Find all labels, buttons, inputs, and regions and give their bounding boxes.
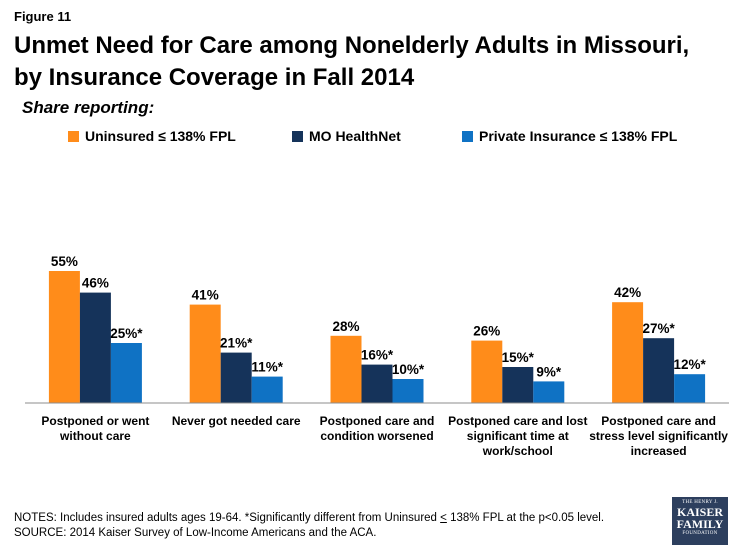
notes: NOTES: Includes insured adults ages 19-6… xyxy=(14,511,604,541)
category-label-4-line-1: Postponed care and lost xyxy=(448,414,587,428)
bar-3-1 xyxy=(110,343,142,403)
figure-label: Figure 11 xyxy=(14,9,72,24)
category-label-4-line-3: work/school xyxy=(482,444,553,458)
data-label-1-1: 55% xyxy=(51,254,78,269)
bar-2-5 xyxy=(643,338,675,403)
data-label-2-1: 46% xyxy=(82,276,109,291)
data-label-1-4: 26% xyxy=(473,324,500,339)
bar-2-2 xyxy=(220,352,252,403)
category-label-5-line-2: stress level significantly xyxy=(589,429,728,443)
bar-1-4 xyxy=(471,340,503,403)
category-label-1-line-2: without care xyxy=(59,429,131,443)
notes-line-1: NOTES: Includes insured adults ages 19-6… xyxy=(14,512,605,524)
chart-title: Unmet Need for Care among Nonelderly Adu… xyxy=(14,32,690,91)
legend-swatch-mo-healthnet xyxy=(292,130,303,142)
legend-swatch-private xyxy=(462,130,473,142)
data-label-3-3: 10%* xyxy=(392,362,425,377)
bar-1-2 xyxy=(189,304,221,403)
source-line: SOURCE: 2014 Kaiser Survey of Low-Income… xyxy=(14,527,377,539)
category-label-3-line-1: Postponed care and xyxy=(320,414,435,428)
category-label-3-line-2: condition worsened xyxy=(320,429,433,443)
data-label-2-2: 21%* xyxy=(220,336,253,351)
bar-2-3 xyxy=(361,364,393,403)
data-label-1-3: 28% xyxy=(332,319,359,334)
bar-1-5 xyxy=(612,302,644,403)
category-label-5-line-1: Postponed care and xyxy=(601,414,716,428)
category-label-4-line-2: significant time at xyxy=(467,429,569,443)
data-label-2-4: 15%* xyxy=(502,350,535,365)
legend-item-mo-healthnet: MO HealthNet xyxy=(292,128,401,144)
legend-item-private: Private Insurance ≤ 138% FPL xyxy=(462,128,677,144)
category-label-5-line-3: increased xyxy=(631,444,687,458)
legend-label-uninsured: Uninsured ≤ 138% FPL xyxy=(85,128,236,144)
kff-logo: THE HENRY J. KAISER FAMILY FOUNDATION xyxy=(672,497,728,545)
category-label-2-line-1: Never got needed care xyxy=(172,414,301,428)
category-label-1-line-1: Postponed or went xyxy=(41,414,149,428)
legend-label-private: Private Insurance ≤ 138% FPL xyxy=(479,128,678,144)
bar-3-3 xyxy=(392,379,424,403)
bar-3-2 xyxy=(251,376,283,403)
bar-2-4 xyxy=(502,367,534,403)
legend: Uninsured ≤ 138% FPL MO HealthNet Privat… xyxy=(0,128,735,148)
data-label-3-2: 11%* xyxy=(251,360,283,375)
legend-swatch-uninsured xyxy=(68,130,79,142)
data-label-3-4: 9%* xyxy=(536,364,562,379)
data-label-2-3: 16%* xyxy=(361,348,394,363)
data-label-3-5: 12%* xyxy=(673,357,706,372)
data-label-2-5: 27%* xyxy=(642,321,675,336)
data-label-1-2: 41% xyxy=(192,288,219,303)
data-label-1-5: 42% xyxy=(614,285,641,300)
bar-2-1 xyxy=(79,292,111,403)
bar-1-1 xyxy=(48,271,80,403)
legend-item-uninsured: Uninsured ≤ 138% FPL xyxy=(68,128,236,144)
bar-3-4 xyxy=(533,381,565,403)
bar-1-3 xyxy=(330,335,362,403)
chart-subtitle: Share reporting: xyxy=(22,98,155,117)
bar-3-5 xyxy=(674,374,706,403)
legend-label-mo-healthnet: MO HealthNet xyxy=(309,128,401,144)
data-label-3-1: 25%* xyxy=(110,326,143,341)
